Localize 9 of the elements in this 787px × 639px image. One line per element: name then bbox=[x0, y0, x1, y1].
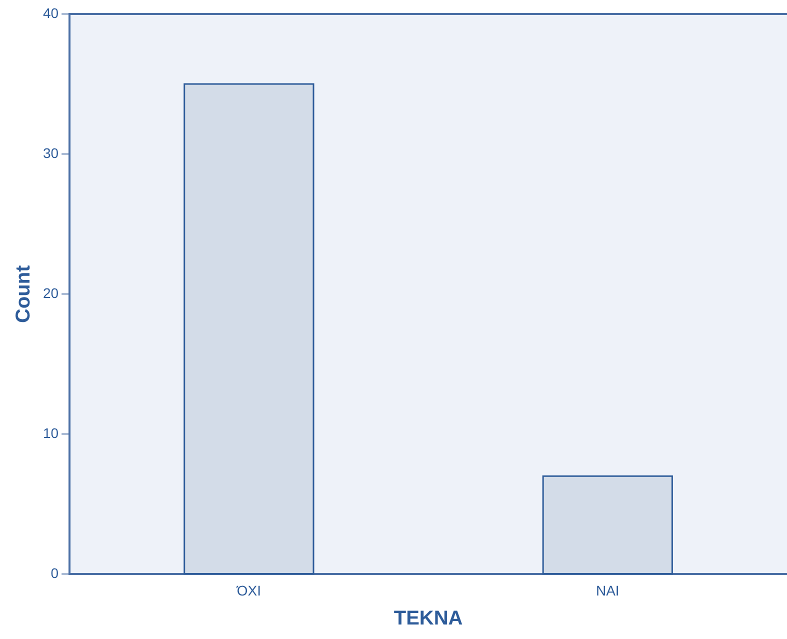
y-tick-label: 0 bbox=[50, 565, 59, 582]
y-tick-label: 30 bbox=[42, 144, 59, 161]
y-tick-label: 20 bbox=[42, 284, 59, 301]
y-tick-label: 40 bbox=[42, 4, 59, 21]
x-tick-label: ΝΑΙ bbox=[596, 582, 620, 598]
x-tick-label: ΌΧΙ bbox=[236, 582, 261, 598]
y-axis-title: Count bbox=[12, 264, 35, 323]
y-tick-label: 10 bbox=[42, 425, 59, 442]
x-axis-title: ΤΕΚΝΑ bbox=[394, 608, 463, 630]
